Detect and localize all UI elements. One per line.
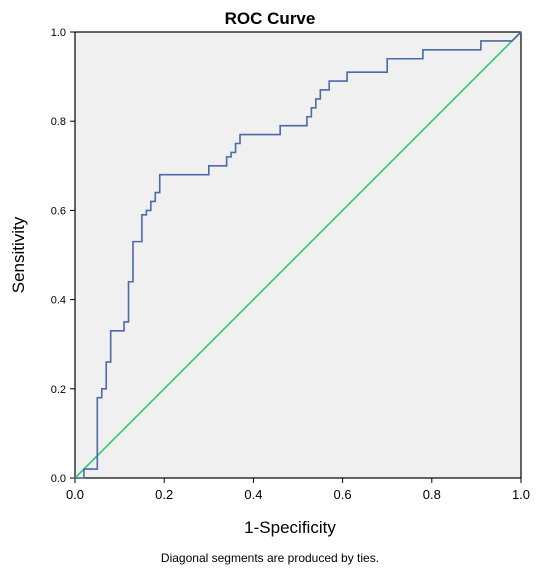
chart-title: ROC Curve <box>225 9 316 28</box>
x-axis-label: 1-Specificity <box>244 518 336 537</box>
x-tick-label: 0.6 <box>334 487 352 502</box>
reference-diagonal-line <box>74 31 522 479</box>
series-layer <box>74 31 522 479</box>
y-axis-label: Sensitivity <box>9 216 28 293</box>
y-tick-label: 1.0 <box>51 27 66 39</box>
y-tick-label: 0.8 <box>51 116 66 128</box>
x-tick-label: 0.2 <box>155 487 173 502</box>
x-axis-ticks: 0.0 0.2 0.4 0.6 0.8 1.0 <box>66 478 530 502</box>
y-tick-label: 0.4 <box>51 295 66 307</box>
roc-curve-line <box>75 31 522 479</box>
y-tick-label: 0.2 <box>51 384 66 396</box>
y-axis-ticks: 0.0 0.2 0.4 0.6 0.8 1.0 <box>51 27 75 485</box>
chart-footnote: Diagonal segments are produced by ties. <box>161 551 379 565</box>
x-tick-label: 0.0 <box>66 487 84 502</box>
y-tick-label: 0.0 <box>51 473 66 485</box>
x-tick-label: 1.0 <box>512 487 530 502</box>
x-tick-label: 0.4 <box>244 487 262 502</box>
x-tick-label: 0.8 <box>423 487 441 502</box>
y-tick-label: 0.6 <box>51 205 66 217</box>
